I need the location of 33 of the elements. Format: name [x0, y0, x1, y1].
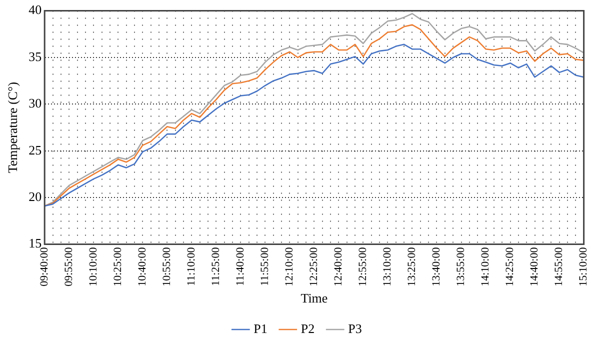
x-tick-label: 10:40:00 — [136, 246, 149, 286]
x-tick-label: 11:55:00 — [259, 246, 272, 286]
y-tick-label: 20 — [28, 189, 42, 204]
x-tick-label: 09:40:00 — [38, 246, 50, 286]
x-tick-label: 13:25:00 — [406, 246, 418, 286]
x-tick-label: 10:10:00 — [88, 246, 100, 286]
x-tick-label: 14:25:00 — [504, 246, 516, 286]
x-tick-label: 10:25:00 — [112, 246, 124, 286]
x-tick-label: 12:55:00 — [357, 246, 370, 286]
legend-label: P3 — [348, 320, 362, 336]
x-tick-label: 12:40:00 — [332, 246, 345, 286]
y-tick-label: 35 — [28, 48, 42, 64]
x-tick-label: 10:55:00 — [161, 246, 174, 286]
x-tick-label: 13:55:00 — [455, 246, 468, 286]
legend-label: P1 — [254, 320, 268, 336]
x-tick-label: 11:25:00 — [210, 246, 222, 286]
x-tick-label: 12:25:00 — [308, 246, 320, 286]
x-axis-title: Time — [300, 290, 328, 306]
x-tick-label: 15:10:00 — [578, 246, 590, 286]
x-tick-label: 14:40:00 — [528, 246, 541, 286]
legend-label: P2 — [300, 320, 315, 336]
x-tick-label: 13:40:00 — [430, 246, 443, 286]
x-tick-label: 11:40:00 — [234, 246, 247, 286]
x-tick-label: 14:10:00 — [480, 246, 492, 286]
y-tick-label: 40 — [28, 2, 42, 18]
y-tick-label: 30 — [28, 96, 42, 111]
x-tick-label: 14:55:00 — [553, 246, 566, 286]
x-tick-label: 11:10:00 — [186, 246, 198, 286]
y-axis-title: Temperature (C°) — [5, 82, 20, 174]
y-tick-label: 25 — [28, 142, 42, 158]
x-tick-label: 13:10:00 — [382, 246, 394, 286]
x-tick-label: 12:10:00 — [284, 246, 296, 286]
x-tick-label: 09:55:00 — [63, 246, 75, 286]
